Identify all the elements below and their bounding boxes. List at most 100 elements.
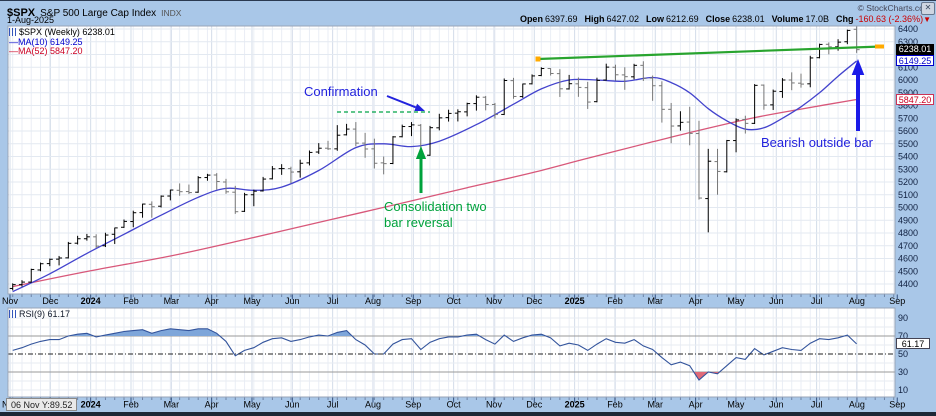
svg-text:5800: 5800 bbox=[898, 101, 918, 111]
svg-text:2024: 2024 bbox=[81, 400, 101, 410]
svg-text:Feb: Feb bbox=[123, 296, 139, 306]
index-title: S&P 500 Large Cap Index bbox=[40, 8, 157, 19]
close-icon[interactable]: ✕ bbox=[921, 2, 935, 15]
svg-text:Aug: Aug bbox=[849, 400, 865, 410]
copyright: © StockCharts.com bbox=[857, 3, 931, 13]
confirmation-label: Confirmation bbox=[304, 84, 378, 99]
price-bars bbox=[9, 26, 860, 291]
svg-text:Sep: Sep bbox=[889, 296, 905, 306]
rsi-legend: RSI(9) 61.17 bbox=[9, 309, 71, 320]
svg-text:2025: 2025 bbox=[565, 400, 585, 410]
svg-text:Jun: Jun bbox=[769, 296, 784, 306]
confirmation-arrow bbox=[386, 95, 425, 111]
svg-text:Mar: Mar bbox=[648, 296, 664, 306]
svg-text:Apr: Apr bbox=[205, 400, 219, 410]
svg-text:5500: 5500 bbox=[898, 139, 918, 149]
high-label: High bbox=[584, 14, 605, 24]
svg-text:5900: 5900 bbox=[898, 88, 918, 98]
svg-text:Jun: Jun bbox=[285, 400, 300, 410]
svg-text:5200: 5200 bbox=[898, 177, 918, 187]
svg-text:Feb: Feb bbox=[607, 400, 623, 410]
legend-main: $SPX (Weekly) 6238.01 bbox=[19, 27, 115, 37]
grid bbox=[8, 26, 895, 397]
svg-text:Feb: Feb bbox=[607, 296, 623, 306]
svg-text:6100: 6100 bbox=[898, 62, 918, 72]
ma10-price-box: 6149.25 bbox=[896, 55, 934, 66]
svg-text:Oct: Oct bbox=[447, 296, 462, 306]
rsi-line bbox=[12, 328, 857, 381]
svg-text:Mar: Mar bbox=[648, 400, 664, 410]
svg-text:Dec: Dec bbox=[526, 400, 543, 410]
svg-text:5100: 5100 bbox=[898, 190, 918, 200]
svg-text:2024: 2024 bbox=[81, 296, 101, 306]
svg-text:Sep: Sep bbox=[405, 296, 421, 306]
svg-text:Feb: Feb bbox=[123, 400, 139, 410]
svg-text:Dec: Dec bbox=[526, 296, 543, 306]
svg-text:Jun: Jun bbox=[769, 400, 784, 410]
chg-value: -160.63 (-2.36%) bbox=[855, 14, 924, 24]
indicator-icon bbox=[9, 310, 16, 318]
legend-ma10: —MA(10) 6149.25 bbox=[9, 36, 83, 47]
chart-header: $SPX S&P 500 Large Cap Index INDX bbox=[7, 3, 181, 21]
svg-text:Aug: Aug bbox=[365, 296, 381, 306]
svg-text:4400: 4400 bbox=[898, 279, 918, 289]
resistance-trendline bbox=[535, 44, 884, 62]
svg-text:4600: 4600 bbox=[898, 254, 918, 264]
ma52-line bbox=[12, 98, 857, 288]
svg-text:Jul: Jul bbox=[327, 400, 339, 410]
chg-down-icon: ▼ bbox=[923, 15, 931, 24]
chg-label: Chg bbox=[836, 14, 854, 24]
svg-text:Mar: Mar bbox=[164, 296, 180, 306]
consolidation-label-line2: bar reversal bbox=[384, 215, 453, 230]
window-bottom-edge bbox=[0, 412, 936, 416]
rsi-overbought-fill bbox=[68, 328, 849, 336]
svg-text:May: May bbox=[727, 296, 745, 306]
legend-ma52: —MA(52) 5847.20 bbox=[9, 46, 83, 56]
svg-text:10: 10 bbox=[898, 385, 908, 395]
svg-text:30: 30 bbox=[898, 367, 908, 377]
svg-text:5000: 5000 bbox=[898, 203, 918, 213]
volume-label: Volume bbox=[771, 14, 804, 24]
svg-text:5300: 5300 bbox=[898, 164, 918, 174]
rsi-value-box: 61.17 bbox=[896, 338, 930, 349]
svg-text:4700: 4700 bbox=[898, 241, 918, 251]
svg-text:4900: 4900 bbox=[898, 215, 918, 225]
low-value: 6212.69 bbox=[666, 14, 699, 24]
svg-text:90: 90 bbox=[898, 313, 908, 323]
svg-text:2025: 2025 bbox=[565, 296, 585, 306]
svg-text:Mar: Mar bbox=[164, 400, 180, 410]
svg-text:Apr: Apr bbox=[689, 400, 703, 410]
svg-text:6300: 6300 bbox=[898, 37, 918, 47]
series-icon bbox=[9, 28, 16, 36]
svg-text:May: May bbox=[243, 400, 261, 410]
crosshair-tooltip: 06 Nov Y:89.52 bbox=[6, 398, 78, 411]
consolidation-label-line1: Consolidation two bbox=[384, 199, 487, 214]
rsi-legend-text: RSI(9) 61.17 bbox=[19, 309, 71, 319]
svg-text:May: May bbox=[243, 296, 261, 306]
svg-text:50: 50 bbox=[898, 349, 908, 359]
svg-text:Jun: Jun bbox=[285, 296, 300, 306]
close-label: Close bbox=[705, 14, 731, 24]
open-value: 6397.69 bbox=[544, 14, 578, 24]
svg-text:6400: 6400 bbox=[898, 24, 918, 34]
svg-text:Sep: Sep bbox=[889, 400, 905, 410]
svg-text:4800: 4800 bbox=[898, 228, 918, 238]
svg-text:May: May bbox=[727, 400, 745, 410]
svg-text:Jul: Jul bbox=[811, 400, 823, 410]
svg-text:Nov: Nov bbox=[486, 400, 503, 410]
svg-text:Sep: Sep bbox=[405, 400, 421, 410]
rsi-plot-area bbox=[8, 308, 895, 397]
chart-date: 1-Aug-2025 bbox=[7, 15, 55, 25]
svg-text:Aug: Aug bbox=[365, 400, 381, 410]
ticker-symbol: $SPX bbox=[7, 7, 36, 19]
exchange-tag: INDX bbox=[161, 8, 182, 18]
x-axis-labels: Nov Nov Dec Dec 2024 2024 Feb Feb Mar Mar Apr Apr Ma… bbox=[2, 294, 905, 410]
low-label: Low bbox=[646, 14, 665, 24]
close-price-box: 6238.01 bbox=[896, 44, 934, 55]
svg-text:Aug: Aug bbox=[849, 296, 865, 306]
open-label: Open bbox=[519, 14, 543, 24]
svg-text:4500: 4500 bbox=[898, 266, 918, 276]
rsi-oversold-fill bbox=[693, 372, 720, 381]
